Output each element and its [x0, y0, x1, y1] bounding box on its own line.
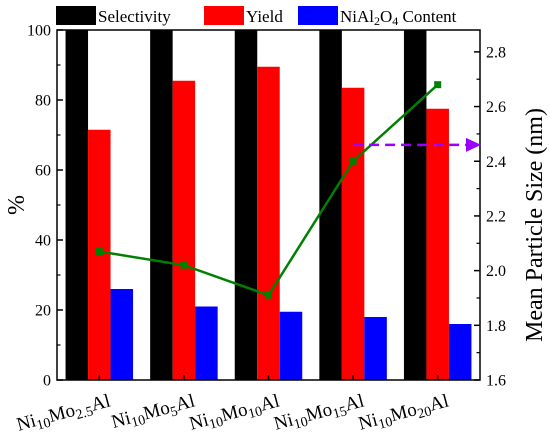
ticks: 0 20 40 60 80 100 1.6 1.8 2.0 2.2 2.4 2.6 2.8: [27, 23, 506, 390]
left-tick-label: 100: [27, 23, 51, 40]
axis-labels: % Mean Particle Size (nm)Ni10Mo2.5AlNi10M…: [4, 108, 548, 439]
particle-size-line: [95, 81, 442, 299]
right-tick-label: 1.8: [486, 318, 506, 335]
bar-nial2o4-content-2: [279, 311, 303, 380]
right-tick-label: 2.6: [486, 99, 506, 116]
left-tick-label: 40: [35, 233, 51, 250]
left-tick-label: 0: [43, 373, 51, 390]
annotation-arrow: [353, 137, 481, 152]
left-tick-label: 60: [35, 163, 51, 180]
legend-label-1: Yield: [246, 7, 283, 26]
category-label-2: Ni10Mo10Al: [187, 391, 283, 438]
right-tick-label: 2.8: [486, 44, 506, 61]
bar-nial2o4-content-3: [364, 317, 387, 380]
legend-swatch-0: [56, 6, 96, 25]
bar-selectivity-0: [65, 30, 89, 380]
bar-selectivity-4: [403, 30, 427, 380]
bar-selectivity-3: [319, 30, 342, 380]
left-tick-label: 20: [35, 303, 51, 320]
right-tick-label: 2.0: [486, 263, 506, 280]
y-axis-title: %: [4, 195, 30, 215]
category-label-1: Ni10Mo5Al: [109, 391, 198, 436]
right-tick-label: 1.6: [486, 373, 506, 390]
bar-yield-3: [341, 87, 365, 380]
bar-nial2o4-content-1: [195, 306, 218, 380]
y-right-axis-title: Mean Particle Size (nm): [522, 108, 548, 342]
category-label-0: Ni10Mo2.5Al: [15, 391, 114, 439]
legend-swatch-1: [204, 6, 244, 25]
line-point-3: [349, 157, 357, 165]
legend: Selectivity Yield NiAl2O4 Content: [56, 6, 457, 28]
bar-yield-1: [172, 80, 196, 380]
right-tick-label: 2.2: [486, 208, 506, 225]
arrow-head: [466, 137, 481, 152]
category-label-3: Ni10Mo15Al: [272, 391, 368, 438]
bar-yield-2: [257, 66, 280, 380]
left-tick-label: 80: [35, 93, 51, 110]
bar-yield-4: [426, 108, 449, 380]
legend-swatch-2: [298, 6, 338, 25]
line-point-1: [180, 261, 188, 269]
bar-selectivity-1: [150, 30, 173, 380]
category-label-4: Ni10Mo20Al: [356, 391, 452, 438]
line-point-2: [265, 291, 272, 299]
bar-nial2o4-content-0: [110, 289, 134, 380]
line-point-4: [434, 81, 442, 89]
right-tick-label: 2.4: [486, 154, 506, 171]
legend-label-2: NiAl2O4 Content: [340, 7, 457, 28]
bars: [65, 30, 472, 380]
legend-label-0: Selectivity: [98, 7, 171, 26]
bar-nial2o4-content-4: [448, 324, 472, 380]
line-point-0: [95, 247, 103, 255]
bar-selectivity-2: [234, 30, 258, 380]
